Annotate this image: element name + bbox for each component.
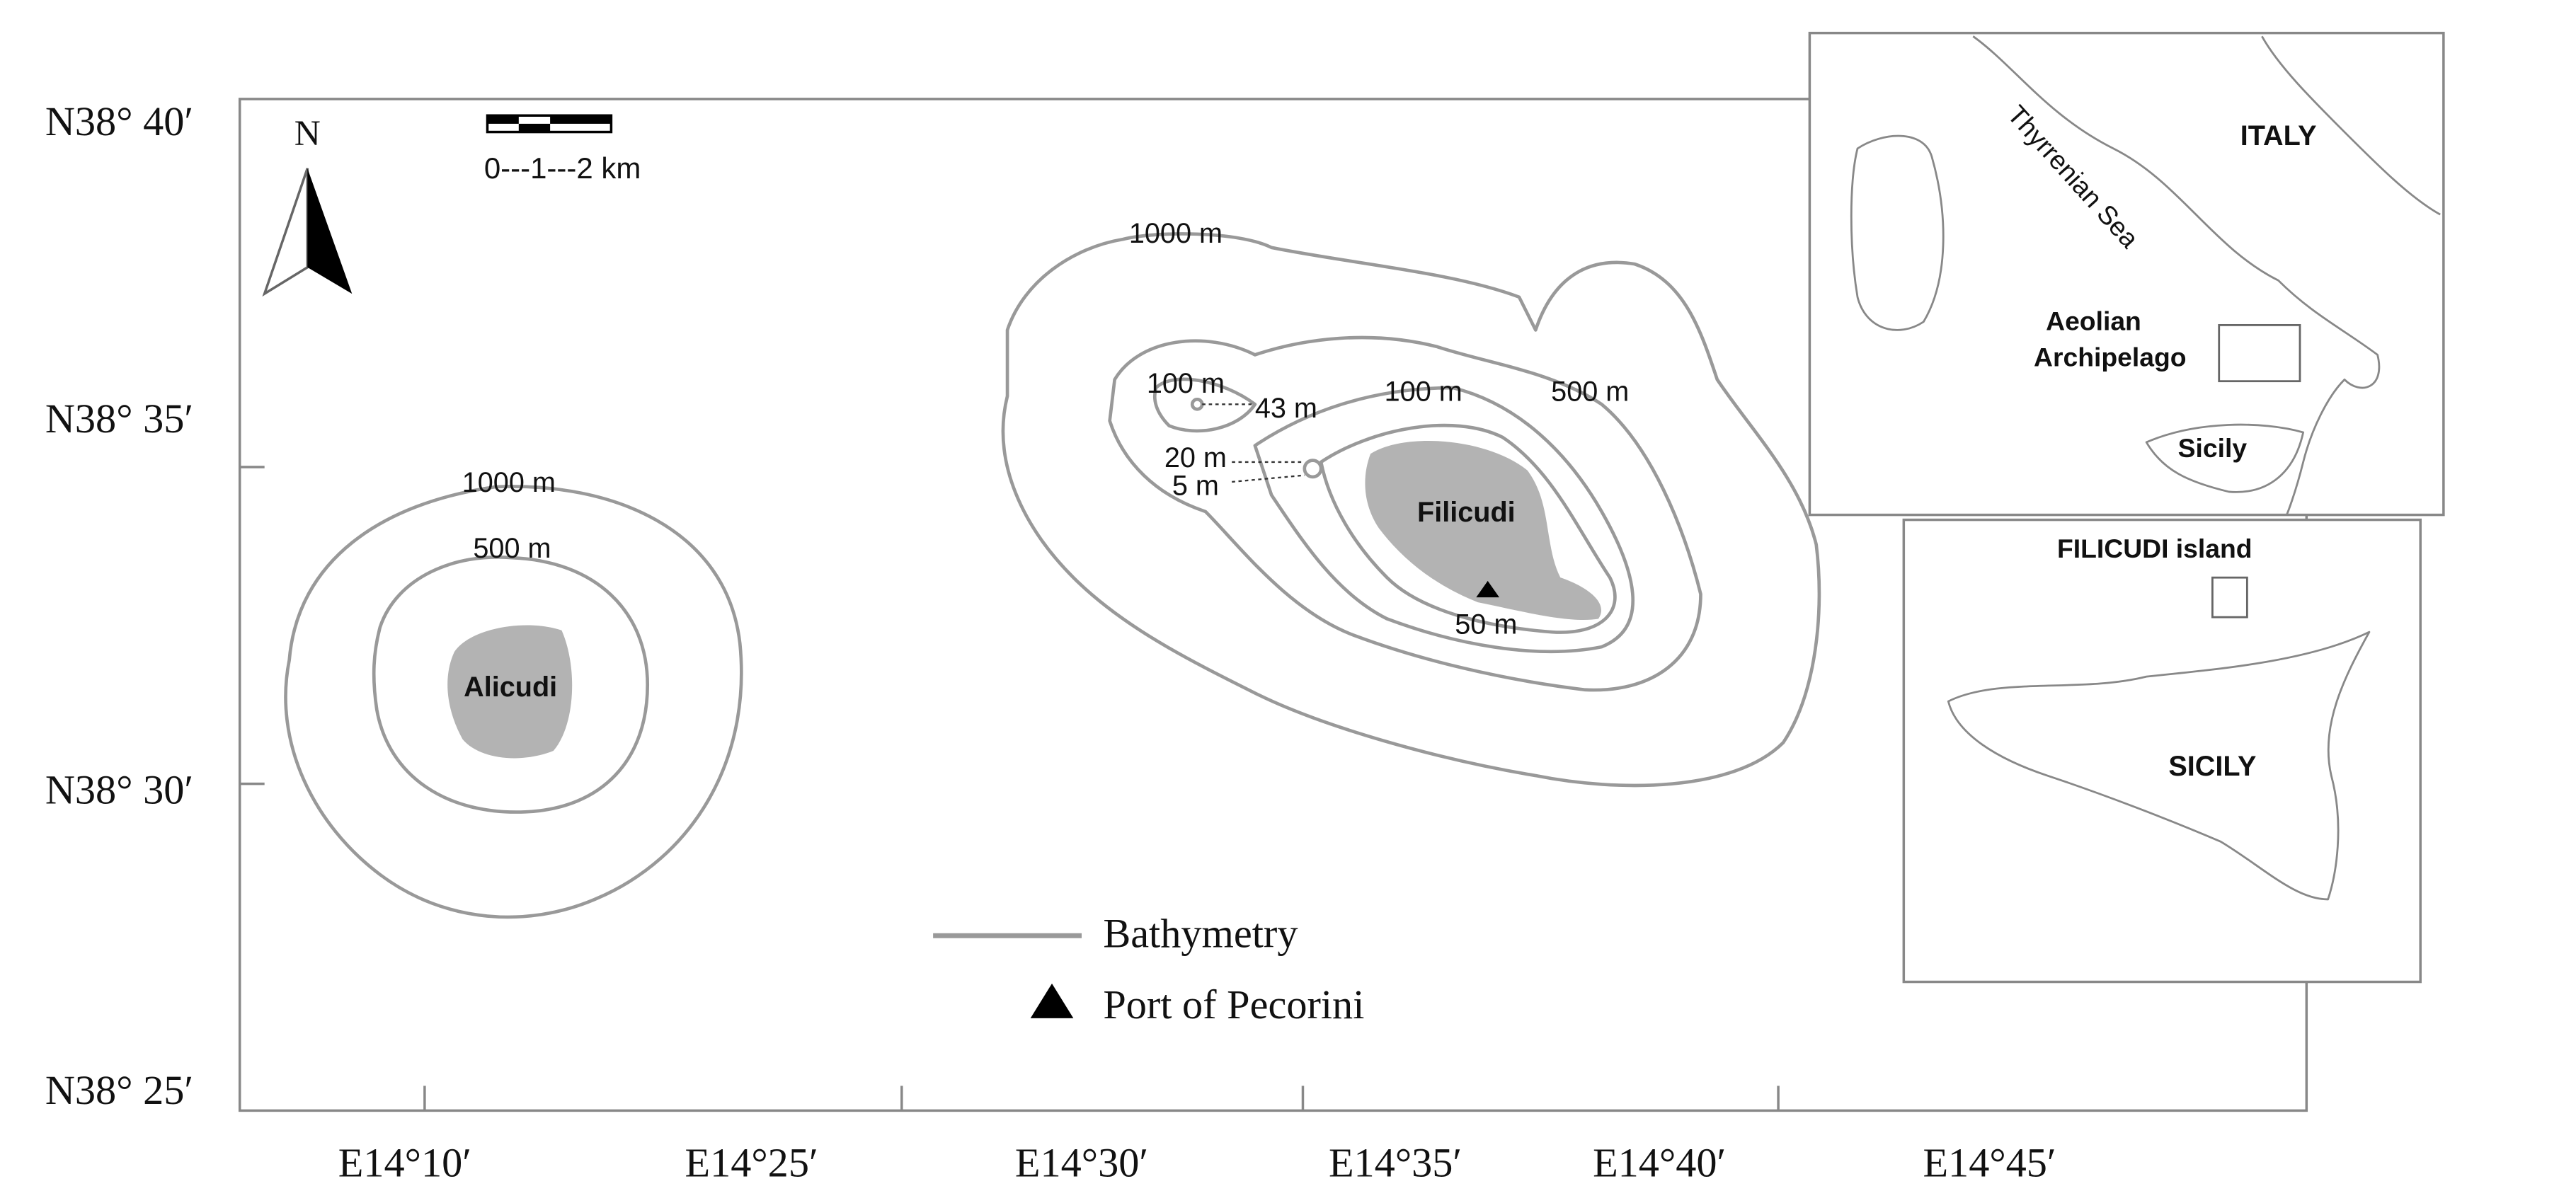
scale-bar: 0---1---2 km xyxy=(484,114,641,185)
contour-100b xyxy=(1253,386,1635,654)
scale-label: 0---1---2 km xyxy=(484,151,641,185)
contour-20 xyxy=(1303,459,1323,479)
contour-43 xyxy=(1190,398,1204,411)
alicudi: Alicudi 1000 m 500 m xyxy=(284,467,743,919)
lon-labels: E14°10′ E14°25′ E14°30′ E14°35′ E14°40′ … xyxy=(338,1140,2056,1186)
lon-label: E14°30′ xyxy=(1015,1140,1148,1186)
filicudi: Filicudi 1000 m 500 m 100 m 100 m 43 m 2… xyxy=(1001,218,1821,788)
north-arrow: N xyxy=(262,113,353,297)
italy-east-coast xyxy=(2261,35,2441,216)
contour-500 xyxy=(1108,335,1702,692)
legend-label: Port of Pecorini xyxy=(1103,982,1364,1028)
leader-line xyxy=(1232,474,1305,483)
island xyxy=(1365,440,1602,621)
contour-label: 20 m xyxy=(1164,442,1227,473)
filicudi-box xyxy=(2211,576,2248,618)
contour-label: 1000 m xyxy=(1129,218,1223,249)
inset-label: Archipelago xyxy=(2034,343,2187,372)
inset-frame xyxy=(1902,518,2422,984)
contour-label: 5 m xyxy=(1172,471,1219,502)
island-name: Filicudi xyxy=(1417,497,1516,528)
lat-label: N38° 30′ xyxy=(45,767,193,813)
inset-label: SICILY xyxy=(2168,751,2256,782)
legend: Bathymetry Port of Pecorini xyxy=(933,911,1364,1028)
island xyxy=(447,625,573,759)
contour-500 xyxy=(372,556,650,814)
sardinia xyxy=(1850,134,1945,331)
contour-label: 43 m xyxy=(1255,393,1317,424)
contour-label: 500 m xyxy=(1551,376,1629,408)
contour-100 xyxy=(1152,377,1257,433)
contour-label: 50 m xyxy=(1455,609,1517,640)
inset-sicily: FILICUDI island SICILY xyxy=(1902,518,2422,984)
archipelago-box xyxy=(2218,323,2301,383)
sicily xyxy=(2145,423,2305,493)
italy-west-coast xyxy=(1972,35,2381,516)
scale-seg xyxy=(518,123,551,132)
contour-label: 100 m xyxy=(1147,368,1225,399)
lat-label: N38° 40′ xyxy=(45,98,193,144)
scale-seg xyxy=(550,115,612,124)
lon-label: E14°10′ xyxy=(338,1140,471,1186)
legend-label: Bathymetry xyxy=(1103,911,1298,957)
lon-label: E14°25′ xyxy=(685,1140,818,1186)
north-arrow-right xyxy=(307,168,353,294)
legend-triangle xyxy=(1030,983,1074,1018)
contour-label: 1000 m xyxy=(462,467,556,498)
inset-label: FILICUDI island xyxy=(2057,534,2252,563)
inset-label: ITALY xyxy=(2240,120,2317,151)
contour-1000 xyxy=(284,485,743,919)
sicily-coast xyxy=(1947,631,2371,901)
inset-label: Aeolian xyxy=(2046,306,2141,335)
lon-label: E14°40′ xyxy=(1593,1140,1726,1186)
lat-label: N38° 25′ xyxy=(45,1067,193,1113)
north-label: N xyxy=(294,113,321,154)
contour-1000 xyxy=(1001,232,1821,788)
island-name: Alicudi xyxy=(464,672,557,703)
lat-labels: N38° 40′ N38° 35′ N38° 30′ N38° 25′ xyxy=(45,98,193,1113)
contour-label: 100 m xyxy=(1385,376,1462,408)
contour-50 xyxy=(1319,423,1617,634)
inset-label: Sicily xyxy=(2178,433,2248,463)
lon-label: E14°45′ xyxy=(1923,1140,2056,1186)
lon-label: E14°35′ xyxy=(1329,1140,1462,1186)
lat-label: N38° 35′ xyxy=(45,396,193,442)
north-arrow-left xyxy=(262,168,309,297)
inset-italy: ITALY Thyrrenian Sea Aeolian Archipelago… xyxy=(1808,31,2445,517)
port-marker xyxy=(1476,580,1499,598)
ticks xyxy=(239,466,1780,1111)
inset-frame xyxy=(1808,31,2445,517)
scale-seg xyxy=(487,115,519,124)
contour-label: 500 m xyxy=(473,533,551,564)
